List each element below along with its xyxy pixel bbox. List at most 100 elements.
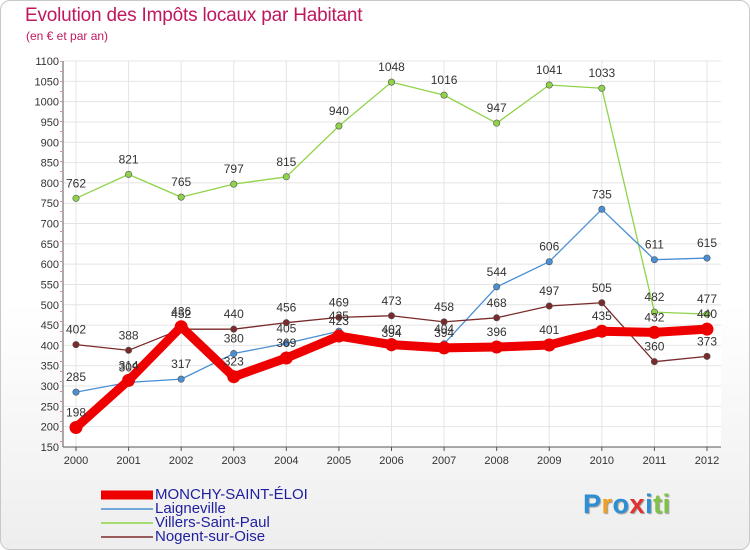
data-point-monchy-saint-loi [437,341,451,355]
data-point-laigneville [650,256,658,264]
data-label-monchy-saint-loi: 423 [329,314,349,328]
data-label-laigneville: 735 [592,187,612,201]
x-tick-label: 2004 [274,455,298,467]
data-point-monchy-saint-loi [174,320,188,334]
data-point-villers-saint-paul [650,308,658,316]
data-label-monchy-saint-loi: 394 [434,326,454,340]
x-tick-label: 2009 [537,455,561,467]
data-label-villers-saint-paul: 815 [276,155,296,169]
data-point-nogent-sur-oise [650,358,658,366]
x-tick-label: 2002 [169,455,193,467]
x-tick-label: 2005 [327,455,351,467]
data-point-monchy-saint-loi [227,370,241,384]
data-point-nogent-sur-oise [387,312,395,320]
data-label-monchy-saint-loi: 198 [66,405,86,419]
data-point-laigneville [493,283,501,291]
data-label-nogent-sur-oise: 452 [171,307,191,321]
x-tick-label: 2003 [222,455,246,467]
y-tick-label: 750 [41,198,59,210]
data-point-monchy-saint-loi [595,324,609,338]
data-point-villers-saint-paul [230,180,238,188]
y-tick-label: 650 [41,239,59,251]
data-point-monchy-saint-loi [332,329,346,343]
legend-label-laigneville: Laigneville [155,500,226,517]
data-label-villers-saint-paul: 477 [697,292,717,306]
data-point-nogent-sur-oise [230,325,238,333]
data-label-monchy-saint-loi: 402 [381,323,401,337]
data-point-villers-saint-paul [335,122,343,130]
data-label-nogent-sur-oise: 456 [276,301,296,315]
data-label-nogent-sur-oise: 505 [592,281,612,295]
data-point-villers-saint-paul [440,91,448,99]
data-point-monchy-saint-loi [490,340,504,354]
legend-swatch-villers [101,522,153,524]
data-label-laigneville: 380 [224,332,244,346]
data-label-nogent-sur-oise: 440 [224,307,244,321]
data-label-monchy-saint-loi: 435 [592,309,612,323]
data-point-villers-saint-paul [545,81,553,89]
data-point-nogent-sur-oise [493,314,501,322]
data-label-villers-saint-paul: 940 [329,104,349,118]
legend-label-villers: Villers-Saint-Paul [155,514,270,531]
data-point-villers-saint-paul [282,173,290,181]
data-label-laigneville: 611 [645,238,664,252]
data-point-villers-saint-paul [177,193,185,201]
y-tick-label: 300 [41,381,59,393]
data-point-monchy-saint-loi [69,420,83,434]
data-point-laigneville [545,258,553,266]
data-point-nogent-sur-oise [335,313,343,321]
data-point-villers-saint-paul [125,170,133,178]
data-label-villers-saint-paul: 762 [66,176,86,190]
data-label-laigneville: 606 [539,240,559,254]
legend-swatch-monchy [101,490,153,500]
data-point-laigneville [703,254,711,262]
data-point-nogent-sur-oise [598,299,606,307]
data-point-nogent-sur-oise [125,346,133,354]
data-label-laigneville: 404 [434,322,454,336]
x-tick-label: 2000 [64,455,88,467]
data-label-villers-saint-paul: 1016 [431,73,458,87]
data-label-monchy-saint-loi: 396 [487,325,507,339]
data-label-monchy-saint-loi: 369 [276,336,296,350]
data-point-villers-saint-paul [493,119,501,127]
x-tick-label: 2011 [643,455,667,467]
y-tick-label: 400 [41,340,59,352]
data-point-laigneville [230,350,238,358]
x-tick-label: 2001 [116,455,140,467]
data-point-nogent-sur-oise [703,352,711,360]
data-point-monchy-saint-loi [385,338,398,352]
data-label-nogent-sur-oise: 497 [539,284,559,298]
data-point-monchy-saint-loi [700,322,714,336]
data-point-villers-saint-paul [72,194,80,202]
legend-label-nogent: Nogent-sur-Oise [155,528,266,545]
data-label-nogent-sur-oise: 458 [434,300,454,314]
data-label-laigneville: 317 [171,357,191,371]
y-tick-label: 950 [41,117,59,129]
legend-label-monchy: MONCHY-SAINT-ÉLOI [155,486,308,503]
data-point-monchy-saint-loi [279,351,293,365]
data-label-villers-saint-paul: 947 [487,101,507,115]
y-tick-label: 1000 [35,97,59,109]
proxiti-logo: Proxiti [583,489,671,519]
data-label-villers-saint-paul: 797 [224,162,244,176]
x-tick-label: 2006 [379,455,403,467]
y-tick-label: 850 [41,158,59,170]
data-label-villers-saint-paul: 1048 [378,60,405,74]
x-tick-label: 2008 [484,455,508,467]
data-label-monchy-saint-loi: 432 [644,310,664,324]
y-tick-label: 350 [41,361,59,373]
data-point-nogent-sur-oise [440,318,448,326]
y-tick-label: 150 [41,442,59,454]
data-label-nogent-sur-oise: 388 [119,328,139,342]
data-point-laigneville [598,205,606,213]
data-point-villers-saint-paul [703,310,711,318]
data-label-nogent-sur-oise: 473 [381,294,401,308]
data-point-monchy-saint-loi [542,338,556,352]
data-label-nogent-sur-oise: 360 [644,340,664,354]
data-point-nogent-sur-oise [72,341,80,349]
y-tick-label: 550 [41,279,59,291]
y-tick-label: 800 [41,178,59,190]
y-tick-label: 200 [41,422,59,434]
